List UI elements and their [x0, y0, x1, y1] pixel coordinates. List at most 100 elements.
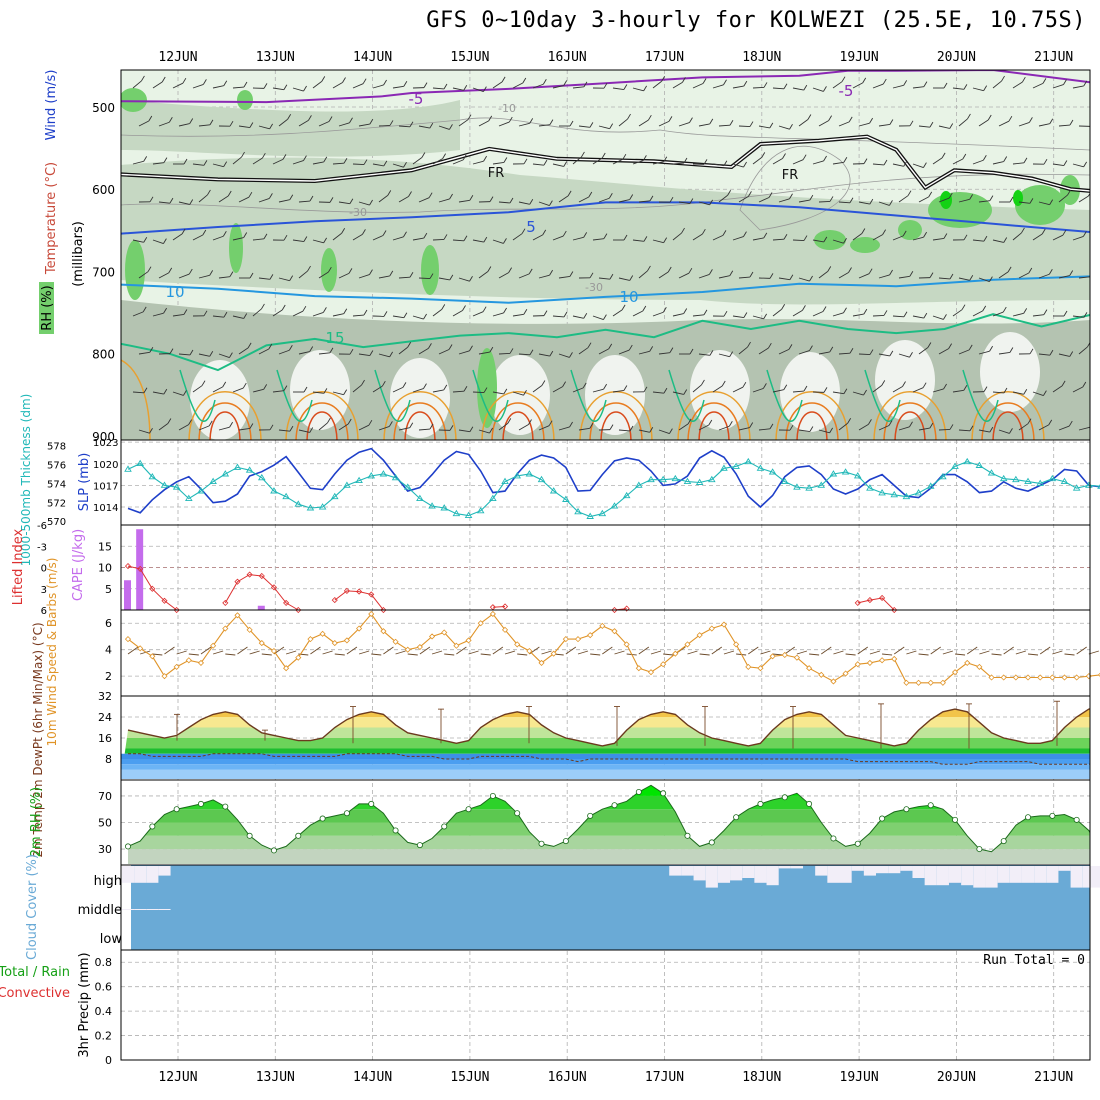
wind-barb-flag: [749, 121, 754, 127]
wind-barb: [698, 123, 710, 127]
wind-barb: [852, 313, 864, 317]
thickness-marker: [318, 503, 327, 510]
wind-barb: [498, 121, 510, 127]
isotherm-dip: [962, 369, 999, 423]
wind-barb-flag: [763, 313, 768, 320]
wind-barb-flag: [783, 83, 788, 89]
wind-barb-flag: [767, 342, 772, 349]
wind-barb: [538, 201, 550, 207]
surface-wind-barb: [966, 646, 978, 655]
wind-barb: [692, 233, 703, 241]
wind-barb-flag: [583, 81, 588, 88]
rh-marker: [125, 843, 132, 850]
wind-speed-marker: [574, 636, 582, 643]
wind-barb-flag: [841, 76, 846, 82]
wind-barb: [818, 351, 830, 355]
wind-barb: [532, 385, 543, 393]
wind-barb-flag: [423, 232, 428, 239]
wind-barb-flag: [1048, 269, 1053, 275]
wind-barb-flag: [503, 388, 508, 395]
wind-barb-flag: [683, 389, 688, 395]
wind-barb: [252, 308, 262, 317]
wind-barb-flag: [609, 424, 614, 430]
rh-marker: [319, 815, 326, 822]
wind-barb-flag: [268, 343, 273, 350]
wind-barb-flag: [1063, 160, 1068, 166]
wind-barb: [452, 390, 465, 393]
wind-speed-marker: [526, 647, 533, 655]
wind-barb-flag: [309, 195, 314, 202]
wind-barb-flag: [149, 347, 154, 353]
wind-barb: [938, 197, 950, 203]
wind-barb-flag: [543, 310, 548, 316]
wind-barb-flag: [249, 122, 254, 128]
wind-barb-flag: [969, 425, 974, 431]
wind-barb-flag: [522, 77, 527, 84]
wind-barb: [638, 200, 650, 203]
pressure-tick-label: 800: [92, 348, 115, 362]
wind-barb-flag: [363, 159, 368, 165]
wind-barb: [192, 163, 204, 166]
wind-barb-flag: [483, 236, 488, 243]
surface-wind-barb: [395, 650, 406, 655]
wind-barb: [578, 347, 589, 355]
wind-barb-flag: [823, 155, 827, 162]
surface-wind-barb: [602, 646, 613, 655]
wind-barb-flag: [663, 237, 668, 243]
day-label-top: 20JUN: [937, 50, 976, 65]
wind-barb: [618, 429, 630, 432]
wind-barb-flag: [789, 193, 793, 200]
wind-barb: [432, 309, 443, 317]
wind-barb: [658, 120, 670, 127]
wind-barb: [218, 426, 230, 431]
wind-speed-marker: [1061, 674, 1068, 681]
wind-barb-flag: [348, 268, 353, 274]
wind-barb-flag: [788, 344, 793, 350]
wind-speed-marker: [757, 665, 764, 672]
wind-barb: [892, 386, 903, 393]
wind-barb: [172, 391, 184, 396]
wind-barb-flag: [209, 270, 214, 276]
wind-barb-flag: [909, 120, 914, 127]
wind-barb: [658, 429, 670, 435]
wind-barb: [592, 315, 604, 321]
cloud-high-gap: [1021, 866, 1035, 883]
cape-bar: [257, 605, 265, 610]
wind-barb: [598, 197, 610, 203]
wind-barb: [538, 353, 550, 357]
warm-isotherm-loop: [393, 402, 447, 440]
wind-barb-flag: [709, 350, 714, 356]
cloud-high-gap: [778, 866, 791, 869]
wind-barb: [272, 390, 284, 393]
rh-marker: [757, 800, 764, 807]
wind-barb: [178, 201, 190, 205]
wind-barb: [292, 239, 304, 242]
wind-barb-flag: [149, 427, 153, 434]
warm-isotherm-loop: [295, 402, 349, 440]
surface-wind-barb: [152, 653, 163, 656]
wind-barb-flag: [749, 271, 754, 278]
lifted-index-tick-label: -6: [37, 521, 47, 532]
wind-barb: [158, 423, 169, 431]
temperature-area: [121, 703, 1090, 779]
wind-barb: [498, 201, 510, 204]
wind-barb-flag: [462, 305, 466, 311]
thickness-marker: [878, 489, 886, 496]
cloud-high-gap: [900, 866, 913, 871]
wind-barb-flag: [888, 420, 893, 426]
wind-barb-flag: [1061, 380, 1066, 387]
wind-speed-marker: [514, 641, 521, 648]
cape-tick-label: 10: [98, 562, 112, 575]
wind-barb: [578, 125, 590, 128]
wind-barb-flag: [361, 379, 365, 386]
cloud-axis-title: Cloud Cover (%): [25, 854, 40, 960]
wind-barb: [818, 200, 831, 203]
wind-barb-flag: [202, 229, 207, 236]
wind-barb-flag: [848, 116, 853, 123]
wind-barb-flag: [349, 117, 353, 124]
wind-barb-flag: [948, 343, 953, 349]
thickness-marker: [245, 466, 254, 473]
wind-barb: [492, 239, 504, 244]
wind-barb: [1012, 391, 1024, 395]
wind-speed-marker: [210, 642, 217, 649]
